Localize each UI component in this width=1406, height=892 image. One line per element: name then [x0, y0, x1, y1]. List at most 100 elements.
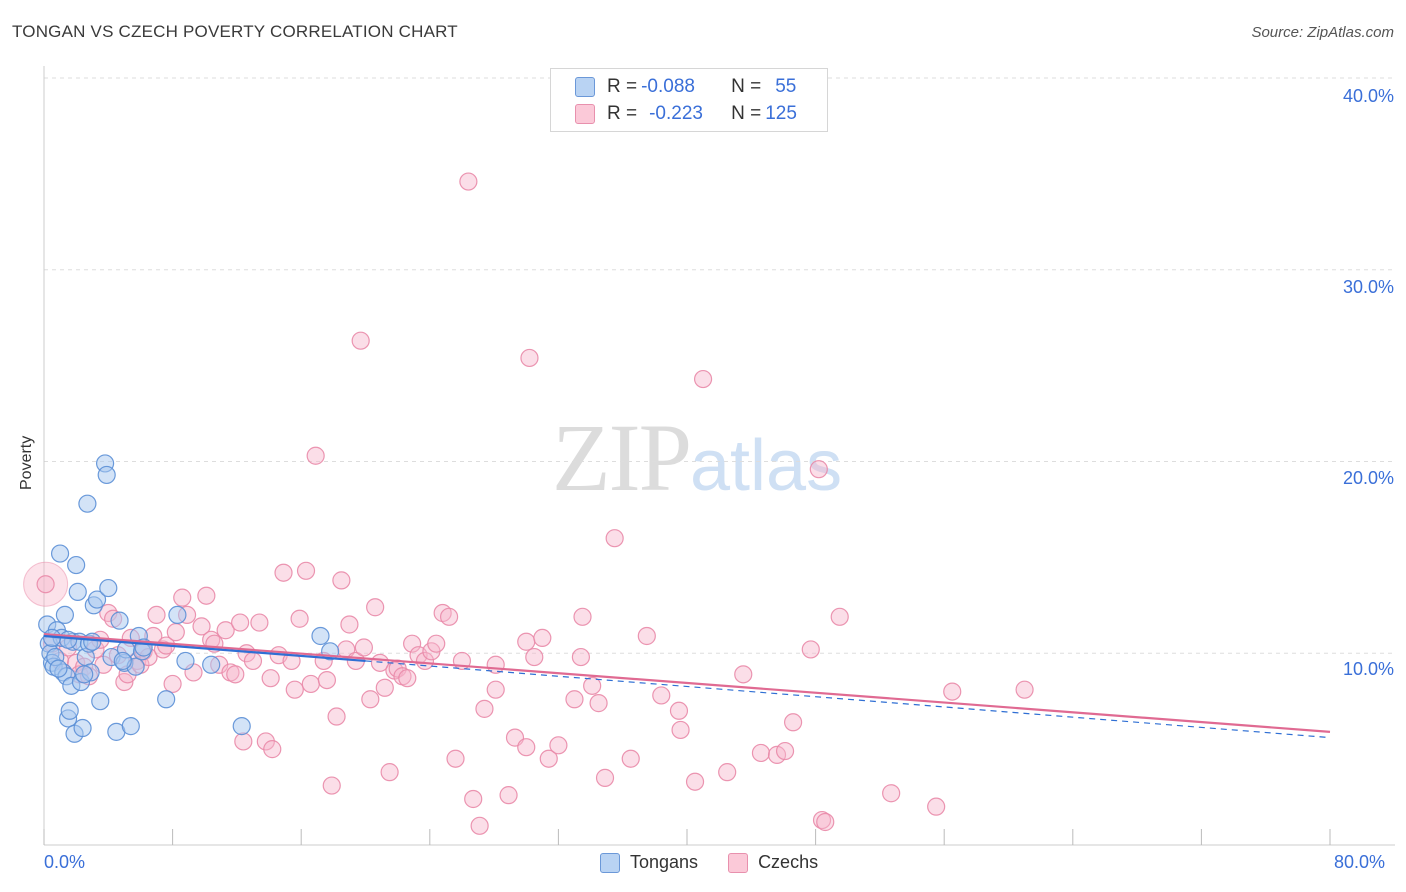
czechs-point-55 — [317, 670, 337, 690]
czechs-point-117 — [801, 640, 820, 659]
czechs-point-105 — [637, 626, 656, 646]
czechs-point-96 — [549, 736, 568, 755]
tongans-point-10 — [55, 605, 74, 625]
czechs-point-79 — [439, 607, 459, 626]
czechs-point-103 — [605, 529, 624, 548]
czechs-point-113 — [751, 743, 771, 763]
n-value: 125 — [765, 103, 797, 124]
n-label: N = — [731, 76, 762, 97]
czechs-point-22 — [147, 605, 166, 625]
tongans-point-44 — [176, 651, 195, 671]
tongans-point-46 — [232, 717, 251, 736]
r-label: R = — [607, 103, 638, 124]
czechs-point-39 — [234, 732, 253, 751]
czechs-point-112 — [734, 665, 753, 684]
czechs-point-72 — [398, 669, 417, 688]
czechs-point-62 — [351, 331, 370, 350]
tongans-point-43 — [168, 605, 187, 625]
czechs-point-99 — [573, 607, 592, 626]
tongans-point-30 — [97, 465, 116, 485]
tongans-point-54 — [113, 651, 132, 671]
tongans-point-49 — [49, 659, 68, 678]
czechs-point-125 — [1015, 680, 1034, 699]
czechs-point-82 — [459, 172, 478, 191]
czechs-point-120 — [816, 812, 835, 832]
czechs-point-26 — [166, 623, 185, 642]
tongans-point-27 — [87, 590, 107, 609]
czechs-point-102 — [595, 768, 615, 787]
tongans-point-18 — [68, 582, 87, 601]
czechs-point-35 — [216, 621, 235, 640]
czechs-point-118 — [809, 460, 828, 479]
czechs-point-51 — [296, 561, 316, 580]
watermark-atlas: atlas — [690, 426, 843, 506]
tongans-point-52 — [83, 632, 102, 651]
czechs-legend-swatch — [728, 852, 749, 873]
tongans-point-42 — [157, 690, 176, 709]
tongans-point-47 — [311, 626, 330, 646]
czechs-point-101 — [589, 694, 608, 713]
stats-legend: R = -0.088 N = 55 R = -0.223 N = 125 — [550, 68, 828, 132]
czechs-point-58 — [332, 571, 351, 590]
tongans-point-17 — [67, 555, 86, 575]
czechs-point-95 — [539, 749, 558, 768]
r-label: R = — [607, 76, 638, 97]
czechs-point-31 — [197, 586, 216, 605]
czechs-point-85 — [475, 699, 494, 718]
czechs-point-27 — [173, 588, 192, 607]
czechs-point-100 — [583, 676, 602, 695]
legend-item-czechs[interactable]: Czechs — [728, 852, 818, 873]
tongans-point-34 — [110, 611, 129, 630]
czechs-point-92 — [520, 348, 539, 368]
czechs-point-109 — [685, 772, 705, 791]
series-legend: Tongans Czechs — [600, 852, 848, 873]
czechs-point-80 — [446, 749, 465, 768]
czechs-point-106 — [652, 686, 671, 705]
czechs-point-25 — [163, 674, 182, 694]
y-tick-label-10: 10.0% — [1342, 659, 1394, 679]
czechs-point-119 — [812, 810, 832, 830]
czechs-point-98 — [571, 647, 591, 667]
czechs-point-88 — [499, 786, 518, 805]
y-axis-label: Poverty — [18, 435, 35, 490]
legend-label-tongans: Tongans — [630, 852, 699, 872]
tongans-point-28 — [91, 692, 110, 711]
y-tick-label-40: 40.0% — [1342, 86, 1394, 106]
czechs-point-104 — [621, 749, 640, 768]
tongans-point-23 — [78, 494, 97, 513]
czechs-point-37 — [226, 665, 245, 684]
czechs-point-65 — [366, 598, 385, 617]
czechs-point-68 — [380, 763, 399, 782]
czechs-point-42 — [250, 613, 269, 632]
tongans-point-13 — [60, 701, 79, 720]
czechs-point-93 — [525, 647, 544, 667]
czechs-point-0 — [36, 575, 55, 594]
czechs-point-111 — [718, 763, 737, 782]
y-tick-label-20: 20.0% — [1342, 468, 1394, 488]
chart-title: TONGAN VS CZECH POVERTY CORRELATION CHAR… — [12, 22, 458, 41]
czechs-large-point — [23, 561, 69, 607]
czechs-point-30 — [192, 617, 211, 636]
watermark-zip: ZIP — [552, 404, 692, 511]
tongans-point-7 — [50, 544, 70, 563]
czechs-point-44 — [261, 669, 280, 688]
czechs-point-122 — [882, 784, 901, 803]
czechs-point-47 — [274, 563, 293, 582]
tongans-trend-extension — [365, 660, 1331, 739]
czechs-point-63 — [354, 638, 373, 657]
czechs-point-123 — [927, 797, 946, 816]
legend-item-tongans[interactable]: Tongans — [600, 852, 698, 873]
czechs-point-108 — [671, 720, 690, 740]
czechs-point-94 — [533, 628, 552, 648]
czechs-point-60 — [340, 615, 359, 634]
czechs-point-64 — [361, 690, 380, 709]
czechs-trend-line — [43, 632, 1331, 733]
tongans-point-50 — [59, 630, 78, 649]
czechs-point-124 — [943, 682, 962, 701]
czechs-point-83 — [464, 789, 483, 809]
czechs-point-41 — [243, 651, 263, 671]
czechs-point-52 — [301, 674, 320, 694]
czechs-point-77 — [427, 634, 446, 653]
source-label: Source: ZipAtlas.com — [1251, 24, 1394, 41]
